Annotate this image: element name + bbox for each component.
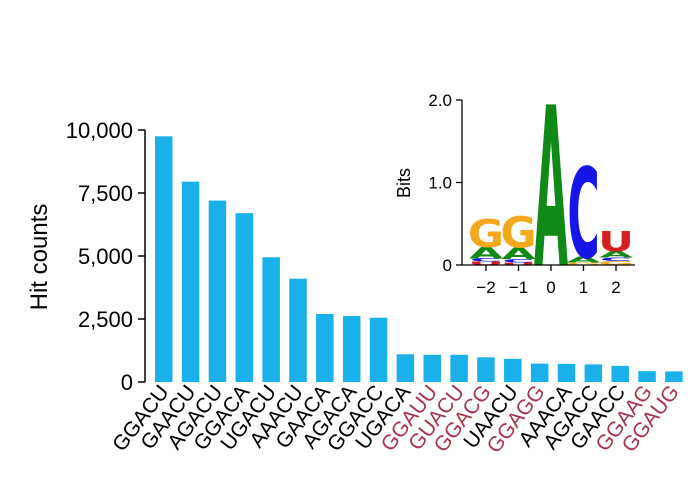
bar-aaaca: [557, 363, 576, 382]
bar-ggaca: [235, 213, 254, 382]
logo-x-tick-label: −2: [476, 278, 495, 297]
logo-x-tick-label: 2: [611, 278, 620, 297]
bar-ggagg: [530, 363, 549, 382]
logo-x-tick-label: 1: [579, 278, 588, 297]
bar-ggacu: [155, 136, 173, 382]
bar-y-ticks: 0 2,500 5,000 7,500 10,000: [66, 118, 146, 395]
bar-ggaag: [638, 371, 656, 382]
bar-ggauu: [423, 354, 441, 382]
bar-y-tick-label: 5,000: [78, 244, 133, 269]
logo-x-ticks: −2 −1 0 1 2: [462, 264, 635, 297]
bar-ggacc: [369, 317, 388, 382]
logo-y-tick-label: 0: [443, 256, 452, 275]
logo-letter-u: U: [468, 261, 504, 266]
logo-letter-c: C: [600, 257, 632, 262]
logo-x-tick-label: −1: [509, 278, 528, 297]
logo-letter-a: A: [534, 61, 568, 318]
logo-y-tick-label: 1.0: [428, 174, 452, 193]
logo-letter-a: A: [599, 249, 634, 260]
bar-x-tick-labels: GGACUGAACUAGACUGGACAUGACUAAACUGAACAAGACA…: [108, 381, 684, 458]
bar-aaacu: [289, 278, 307, 382]
bar-series: [155, 136, 683, 382]
bar-ugaca: [396, 354, 415, 382]
logo-letter-u: U: [501, 262, 537, 266]
logo-letter-c: C: [502, 258, 534, 263]
logo-letter-a: A: [501, 244, 536, 263]
bar-gaacc: [611, 365, 629, 382]
bar-y-tick-label: 7,500: [78, 181, 133, 206]
logo-letter-c: C: [470, 258, 502, 263]
logo-letter-a: A: [469, 244, 504, 263]
bar-ugacu: [262, 257, 280, 382]
bar-gaacu: [181, 181, 200, 382]
bar-uaacu: [504, 358, 522, 382]
logo-y-tick-label: 2.0: [428, 91, 452, 110]
bar-gaaca: [316, 313, 334, 382]
bar-ggaug: [665, 371, 683, 382]
bar-y-tick-label: 0: [121, 370, 133, 395]
logo-letter-g: G: [598, 260, 634, 266]
logo-letter-g: G: [565, 262, 601, 266]
logo-letter-a: A: [566, 256, 601, 265]
bar-ggacg: [477, 357, 495, 382]
logo-letter-g: G: [468, 212, 504, 257]
bar-agacc: [584, 364, 603, 382]
logo-y-ticks: 0 1.0 2.0: [428, 91, 463, 275]
logo-letter-c: C: [567, 141, 599, 286]
bar-agaca: [342, 315, 361, 382]
bar-y-axis-label: Hit counts: [26, 204, 53, 311]
logo-x-tick-label: 0: [546, 278, 555, 297]
bar-y-tick-label: 2,500: [78, 307, 133, 332]
logo-letter-u: U: [598, 226, 634, 258]
logo-letter-g: G: [500, 209, 536, 258]
logo-y-axis-label: Bits: [394, 168, 414, 198]
bar-guacu: [450, 354, 468, 382]
bar-y-tick-label: 10,000: [66, 118, 133, 143]
bar-agacu: [208, 200, 227, 382]
